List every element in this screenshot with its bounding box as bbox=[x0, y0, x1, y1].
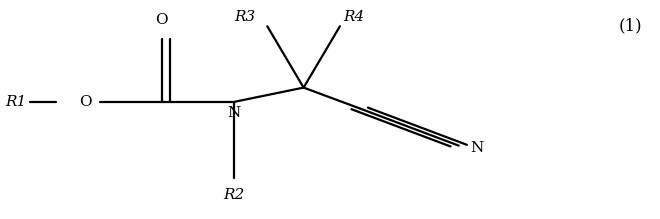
Text: O: O bbox=[79, 95, 92, 109]
Text: R1: R1 bbox=[5, 95, 26, 109]
Text: N: N bbox=[228, 106, 241, 120]
Text: N: N bbox=[471, 141, 484, 155]
Text: R2: R2 bbox=[224, 188, 245, 202]
Text: O: O bbox=[155, 13, 168, 27]
Text: R3: R3 bbox=[234, 10, 255, 24]
Text: R4: R4 bbox=[343, 10, 364, 24]
Text: (1): (1) bbox=[618, 18, 642, 35]
